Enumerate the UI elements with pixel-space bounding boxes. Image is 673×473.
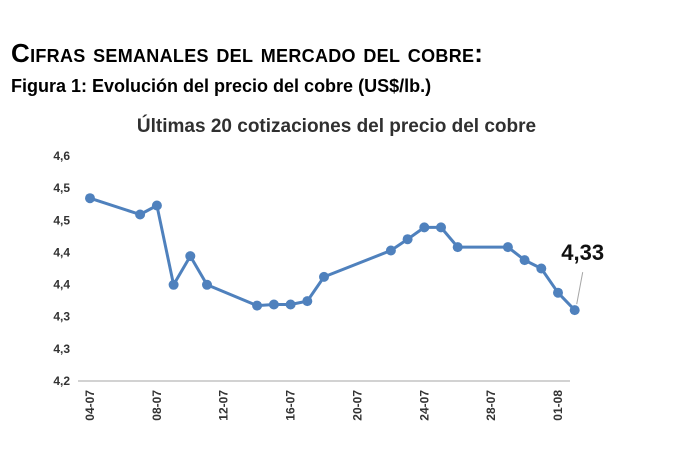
y-tick-label: 4,4 xyxy=(53,278,70,292)
data-point xyxy=(135,209,146,220)
y-tick-label: 4,6 xyxy=(53,149,70,163)
data-point xyxy=(553,287,563,298)
data-point xyxy=(569,305,580,316)
data-point xyxy=(252,300,263,311)
data-point xyxy=(168,279,179,290)
data-point xyxy=(402,234,413,245)
x-tick-label: 24-07 xyxy=(417,390,431,421)
y-axis-tick-labels: 4,2 4,3 4,3 4,4 4,4 4,5 4,5 4,6 xyxy=(53,149,70,388)
y-tick-label: 4,5 xyxy=(53,213,70,227)
data-point xyxy=(268,299,279,310)
chart-title: Últimas 20 cotizaciones del precio del c… xyxy=(136,116,537,137)
y-tick-label: 4,3 xyxy=(53,310,70,324)
figure-caption: Figura 1: Evolución del precio del cobre… xyxy=(11,76,432,96)
y-tick-label: 4,2 xyxy=(53,374,70,388)
data-point xyxy=(285,299,296,310)
data-point xyxy=(419,222,430,233)
callout-leader-line xyxy=(576,272,584,305)
data-point xyxy=(502,242,513,253)
x-tick-label: 08-07 xyxy=(150,390,164,421)
data-point xyxy=(436,222,446,233)
x-tick-label: 20-07 xyxy=(350,390,364,421)
data-point xyxy=(536,263,547,274)
x-tick-label: 04-07 xyxy=(83,390,97,421)
series-line xyxy=(88,196,577,312)
data-point xyxy=(151,200,162,211)
data-point xyxy=(319,271,329,282)
x-axis-tick-labels: 04-07 08-07 12-07 16-07 20-07 24-07 28-07 01-08 xyxy=(83,390,565,421)
data-point xyxy=(385,245,396,256)
x-tick-label: 12-07 xyxy=(217,390,231,421)
data-point xyxy=(185,251,196,262)
data-point xyxy=(85,193,95,204)
y-tick-label: 4,5 xyxy=(53,181,70,195)
x-tick-label: 16-07 xyxy=(284,390,298,421)
x-tick-label: 01-08 xyxy=(551,390,565,421)
last-value-label: 4,33 xyxy=(561,240,604,265)
data-point xyxy=(302,296,313,307)
x-tick-label: 28-07 xyxy=(484,390,498,421)
data-point xyxy=(202,279,212,290)
page-heading: Cifras semanales del mercado del cobre: xyxy=(11,38,484,68)
y-tick-label: 4,3 xyxy=(53,342,70,356)
series-points xyxy=(85,193,580,316)
y-tick-label: 4,4 xyxy=(53,245,70,259)
data-point xyxy=(452,242,463,253)
data-point xyxy=(519,255,530,266)
